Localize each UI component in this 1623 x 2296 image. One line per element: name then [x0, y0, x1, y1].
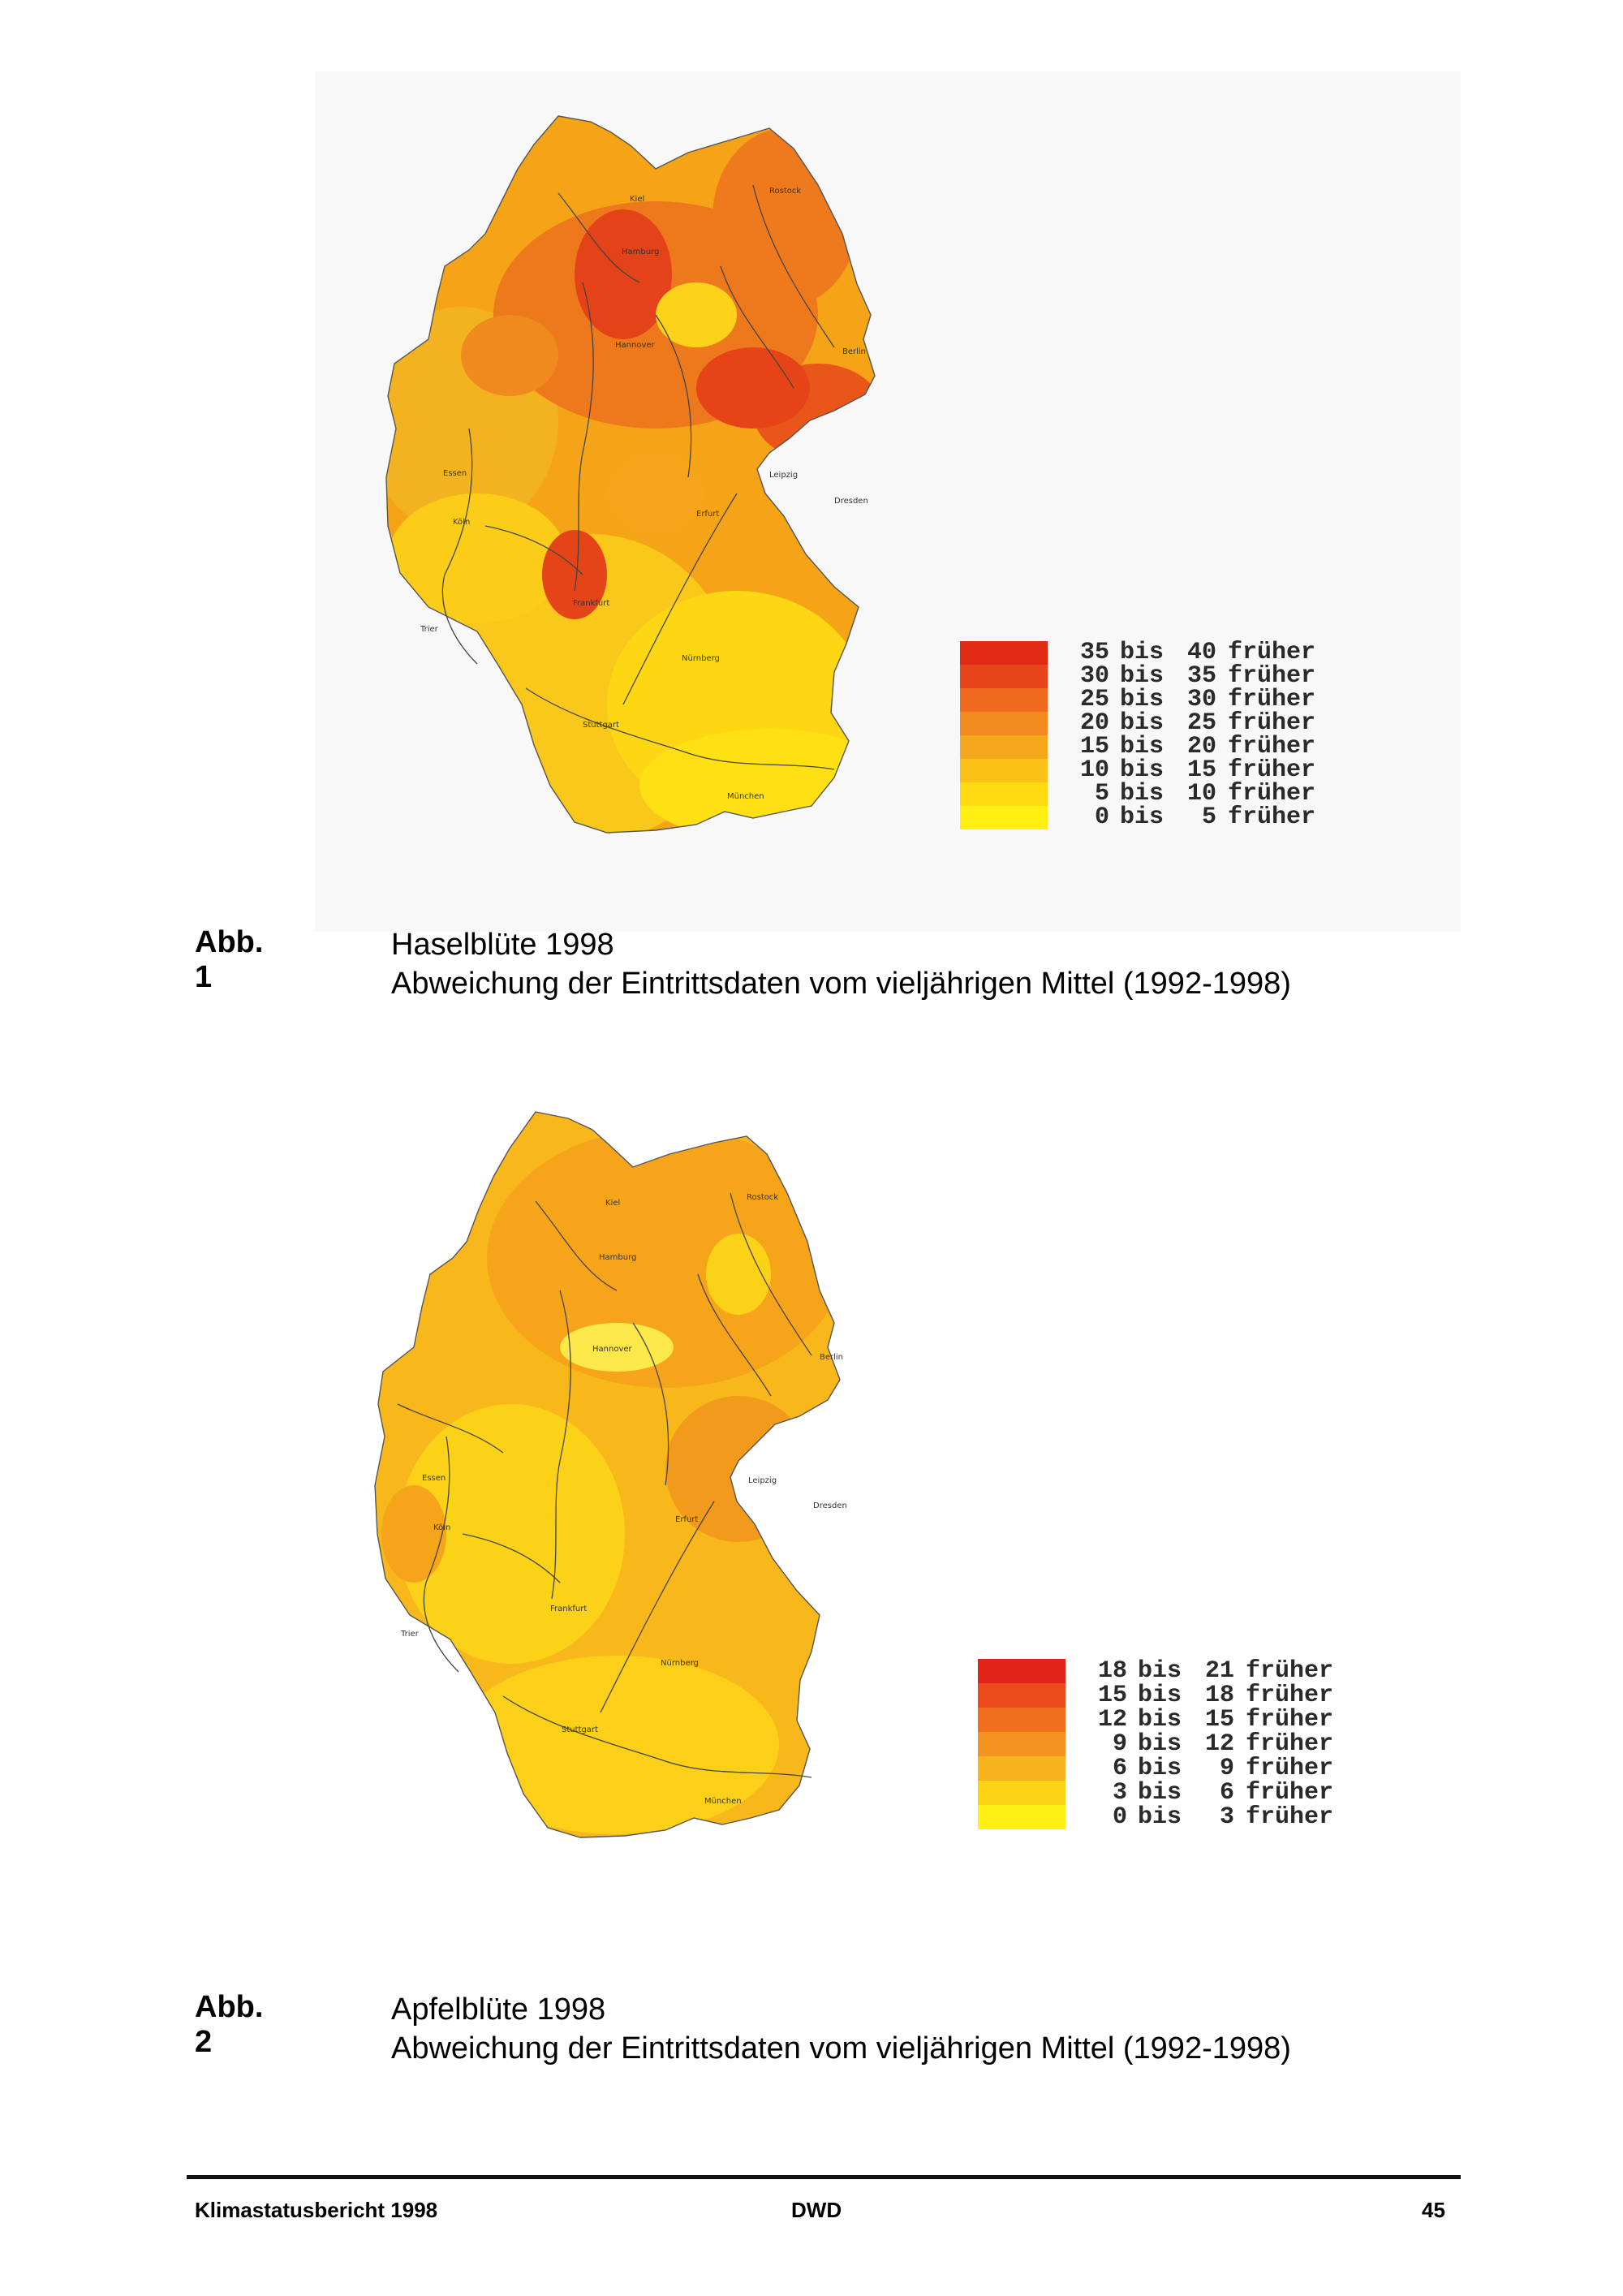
city-label: Berlin	[842, 347, 866, 356]
city-label: Kiel	[605, 1199, 620, 1208]
city-label: Rostock	[747, 1193, 778, 1202]
city-label: Leipzig	[769, 471, 798, 480]
legend-row: 9 bis 12 früher	[1112, 1730, 1334, 1758]
city-label: Leipzig	[748, 1476, 777, 1485]
city-label: Frankfurt	[550, 1605, 587, 1613]
legend-swatch	[978, 1683, 1065, 1708]
legend-swatch	[978, 1732, 1065, 1756]
figure-label: Abb. 2	[195, 1990, 264, 2059]
caption-text: Apfelblüte 1998 Abweichung der Eintritts…	[391, 1990, 1568, 2068]
city-label: Köln	[433, 1523, 450, 1532]
figure-title: Haselblüte 1998	[391, 928, 614, 962]
legend-labels: 35 bis 40 früher 30 bis 35 früher 25 bis 30 frühe…	[1074, 639, 1317, 831]
germany-map-2: Kiel Rostock Hamburg Hannover Berlin Ess…	[374, 1111, 847, 1838]
figure-subtitle: Abweichung der Eintrittsdaten vom vieljä…	[391, 2031, 1291, 2066]
germany-map-1: Kiel Rostock Hamburg Hannover Berlin Ess…	[385, 115, 876, 834]
legend-swatch	[960, 688, 1048, 712]
legend-swatch	[978, 1781, 1065, 1805]
legend-swatch	[978, 1659, 1065, 1683]
legend-row: 25 bis 30 früher	[1079, 686, 1316, 713]
city-label: Rostock	[769, 187, 801, 196]
legend-swatch	[960, 806, 1048, 829]
city-label: Erfurt	[696, 510, 719, 519]
figure-haselbluete-map: Kiel Rostock Hamburg Hannover Berlin Ess…	[315, 71, 1461, 932]
legend-swatch	[960, 735, 1048, 759]
city-label: Dresden	[813, 1501, 847, 1510]
city-label: Hamburg	[599, 1253, 636, 1262]
city-label: Berlin	[820, 1353, 843, 1362]
legend-swatch	[960, 759, 1048, 782]
city-label: Nürnberg	[661, 1659, 699, 1668]
legend-row: 6 bis 9 früher	[1112, 1755, 1334, 1782]
legend-row: 3 bis 6 früher	[1112, 1779, 1334, 1807]
city-label: Nürnberg	[682, 654, 720, 663]
legend-swatch	[978, 1805, 1065, 1829]
legend-swatch	[960, 712, 1048, 735]
city-label: Kiel	[630, 195, 644, 204]
legend-row: 5 bis 10 früher	[1094, 780, 1316, 808]
legend-swatches	[960, 641, 1048, 829]
legend-swatch	[960, 782, 1048, 806]
city-label: Stuttgart	[583, 721, 619, 730]
legend-row: 10 bis 15 früher	[1079, 756, 1316, 784]
figure-apfelbluete-map: Kiel Rostock Hamburg Hannover Berlin Ess…	[349, 1079, 1420, 1923]
legend-swatch	[978, 1708, 1065, 1732]
legend-labels: 18 bis 21 früher 15 bis 18 früher 12 bis 15 frühe…	[1091, 1659, 1335, 1829]
footer-report-title: Klimastatusbericht 1998	[195, 2198, 438, 2222]
legend-row: 15 bis 18 früher	[1097, 1682, 1334, 1709]
city-label: Essen	[422, 1474, 446, 1483]
caption-text: Haselblüte 1998 Abweichung der Eintritts…	[391, 925, 1568, 1003]
city-label: Hannover	[592, 1345, 633, 1354]
legend-swatches	[978, 1659, 1065, 1829]
legend-row: 35 bis 40 früher	[1079, 639, 1316, 666]
legend-row: 20 bis 25 früher	[1079, 709, 1316, 737]
legend-swatch	[978, 1756, 1065, 1781]
city-label: Dresden	[834, 497, 868, 506]
figure-subtitle: Abweichung der Eintrittsdaten vom vieljä…	[391, 967, 1291, 1001]
city-label: Hannover	[615, 341, 656, 350]
footer-publisher: DWD	[791, 2198, 842, 2222]
legend-row: 12 bis 15 früher	[1097, 1706, 1334, 1734]
legend-row: 0 bis 5 früher	[1094, 803, 1316, 831]
city-label: München	[704, 1797, 742, 1806]
city-label: Trier	[400, 1630, 420, 1639]
footer-rule	[187, 2175, 1461, 2179]
page-number: 45	[1422, 2198, 1445, 2222]
legend-swatch	[960, 641, 1048, 665]
legend-row: 30 bis 35 früher	[1079, 662, 1316, 690]
city-label: Stuttgart	[562, 1725, 598, 1734]
figure-title: Apfelblüte 1998	[391, 1992, 606, 2027]
city-label: München	[727, 792, 764, 801]
city-label: Essen	[443, 469, 467, 478]
city-label: Köln	[453, 518, 470, 527]
city-label: Erfurt	[675, 1515, 698, 1524]
legend-row: 18 bis 21 früher	[1097, 1657, 1334, 1685]
legend-row: 15 bis 20 früher	[1079, 733, 1316, 760]
figure-label: Abb. 1	[195, 925, 264, 994]
legend-swatch	[960, 665, 1048, 688]
legend-row: 0 bis 3 früher	[1112, 1803, 1334, 1831]
city-label: Hamburg	[622, 248, 659, 256]
city-label: Frankfurt	[573, 599, 609, 608]
city-label: Trier	[420, 625, 439, 634]
